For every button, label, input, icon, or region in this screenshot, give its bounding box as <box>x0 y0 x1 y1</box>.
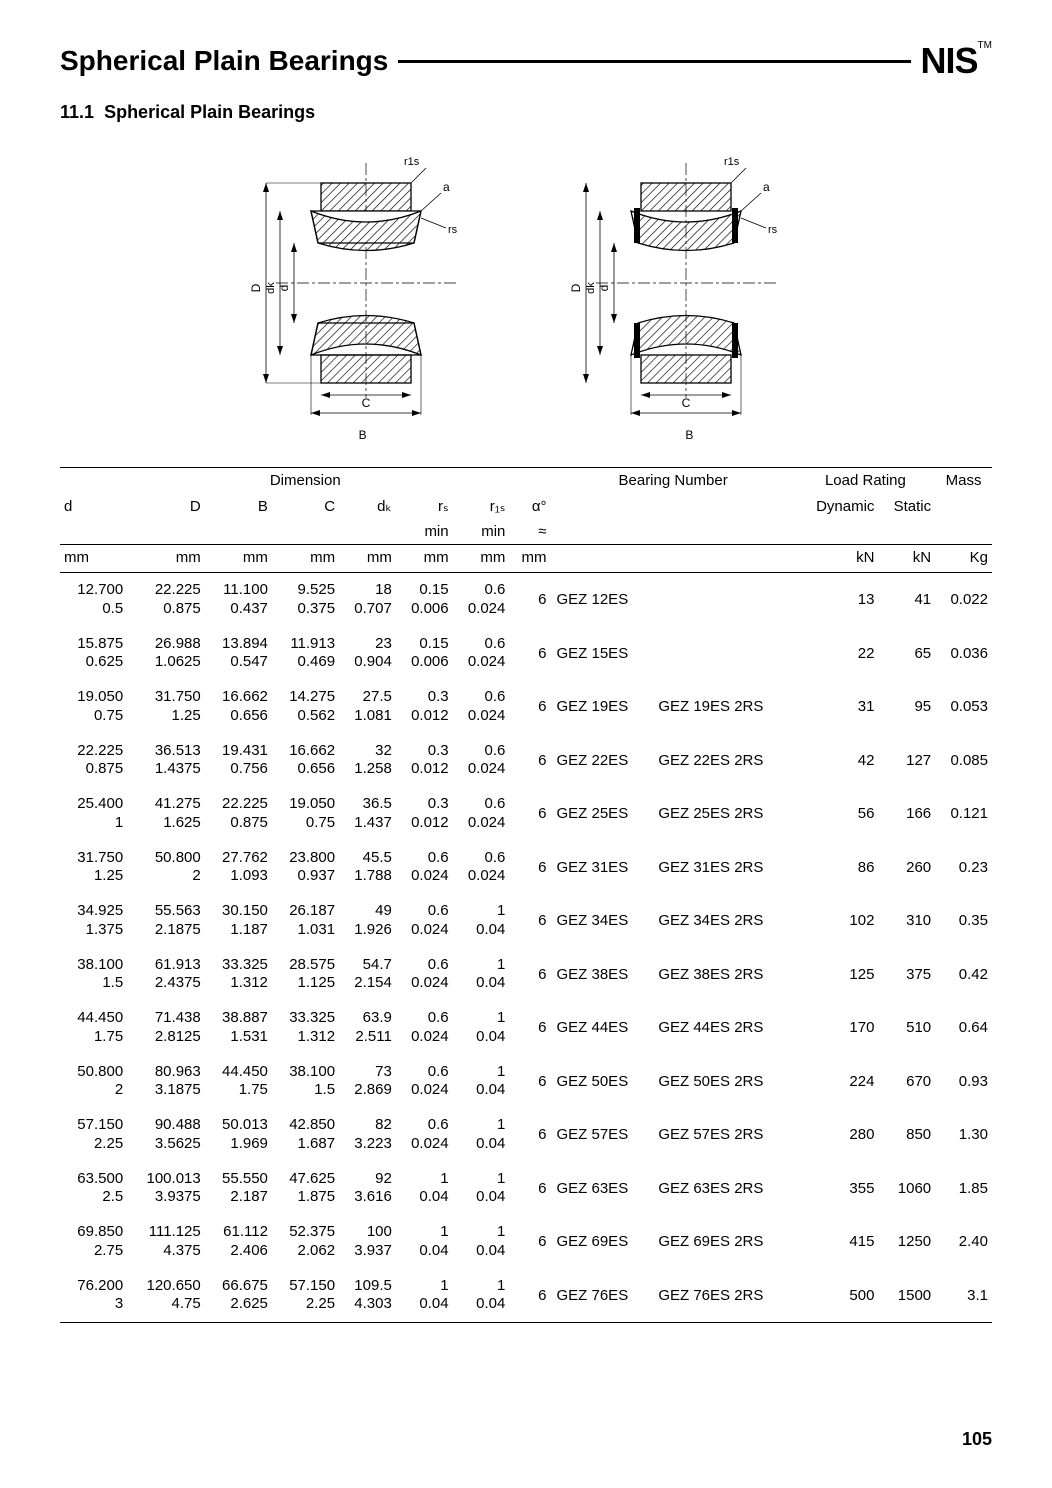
svg-text:d: d <box>597 285 611 292</box>
svg-text:rs: rs <box>768 224 778 236</box>
col-B: B <box>205 493 272 519</box>
table-row: 38.1001.561.9132.437533.3251.31228.5751.… <box>60 948 992 1002</box>
col-rs: rₛ <box>396 493 453 519</box>
col-dynamic: Dynamic <box>796 493 879 519</box>
table-row: 44.4501.7571.4382.812538.8871.53133.3251… <box>60 1001 992 1055</box>
group-load: Load Rating <box>796 468 935 494</box>
table-row: 34.9251.37555.5632.187530.1501.18726.187… <box>60 894 992 948</box>
table-row: 63.5002.5100.0133.937555.5502.18747.6251… <box>60 1162 992 1216</box>
svg-text:r1s: r1s <box>724 156 740 168</box>
table-row: 50.800280.9633.187544.4501.7538.1001.573… <box>60 1055 992 1109</box>
col-dk: dₖ <box>339 493 396 519</box>
svg-text:r1s: r1s <box>404 156 420 168</box>
table-row: 19.0500.7531.7501.2516.6620.65614.2750.5… <box>60 680 992 734</box>
svg-text:d: d <box>277 285 291 292</box>
col-r1s: r₁ₛ <box>453 493 510 519</box>
table-row: 22.2250.87536.5131.437519.4310.75616.662… <box>60 734 992 788</box>
bearing-diagram-sealed: D dk d r1s a rs C <box>556 143 816 418</box>
svg-text:C: C <box>682 396 691 410</box>
table-row: 15.8750.62526.9881.062513.8940.54711.913… <box>60 627 992 681</box>
col-D: D <box>127 493 205 519</box>
table-row: 25.400141.2751.62522.2250.87519.0500.753… <box>60 787 992 841</box>
col-C: C <box>272 493 339 519</box>
group-mass: Mass <box>935 468 992 494</box>
table-row: 31.7501.2550.800227.7621.09323.8000.9374… <box>60 841 992 895</box>
section-title: 11.1 Spherical Plain Bearings <box>60 102 992 123</box>
svg-text:dk: dk <box>585 282 597 294</box>
logo: NISTM <box>921 40 992 82</box>
unit-mm: mm <box>60 545 127 573</box>
table-row: 57.1502.2590.4883.562550.0131.96942.8501… <box>60 1108 992 1162</box>
svg-text:C: C <box>362 396 371 410</box>
table-row: 69.8502.75111.1254.37561.1122.40652.3752… <box>60 1215 992 1269</box>
diagram-row: D dk d r1s a rs C <box>60 143 992 418</box>
table-row: 12.7000.522.2250.87511.1000.4379.5250.37… <box>60 573 992 627</box>
sub-approx: ≈ <box>509 519 550 545</box>
header-rule <box>398 60 910 63</box>
col-d: d <box>60 493 127 519</box>
page-title: Spherical Plain Bearings <box>60 45 388 77</box>
page-header: Spherical Plain Bearings NISTM <box>60 40 992 82</box>
col-alpha: α° <box>509 493 550 519</box>
section-name: Spherical Plain Bearings <box>104 102 315 122</box>
svg-text:a: a <box>443 180 450 194</box>
svg-text:a: a <box>763 180 770 194</box>
table-body: 12.7000.522.2250.87511.1000.4379.5250.37… <box>60 573 992 1323</box>
bearing-table: Dimension Bearing Number Load Rating Mas… <box>60 467 992 1323</box>
logo-text: NIS <box>921 40 978 81</box>
svg-text:dk: dk <box>265 282 277 294</box>
group-bearing: Bearing Number <box>551 468 796 494</box>
svg-text:D: D <box>249 283 263 292</box>
bearing-diagram-open: D dk d r1s a rs C <box>236 143 496 418</box>
svg-text:rs: rs <box>448 224 458 236</box>
section-number: 11.1 <box>60 102 94 122</box>
diagram-b-labels: B B <box>60 428 992 442</box>
sub-min2: min <box>453 519 510 545</box>
group-dimension: Dimension <box>60 468 551 494</box>
svg-text:D: D <box>569 283 583 292</box>
logo-tm: TM <box>978 40 992 51</box>
col-static: Static <box>878 493 935 519</box>
table-row: 76.2003120.6504.7566.6752.62557.1502.251… <box>60 1269 992 1323</box>
sub-min: min <box>396 519 453 545</box>
page-number: 105 <box>962 1429 992 1450</box>
